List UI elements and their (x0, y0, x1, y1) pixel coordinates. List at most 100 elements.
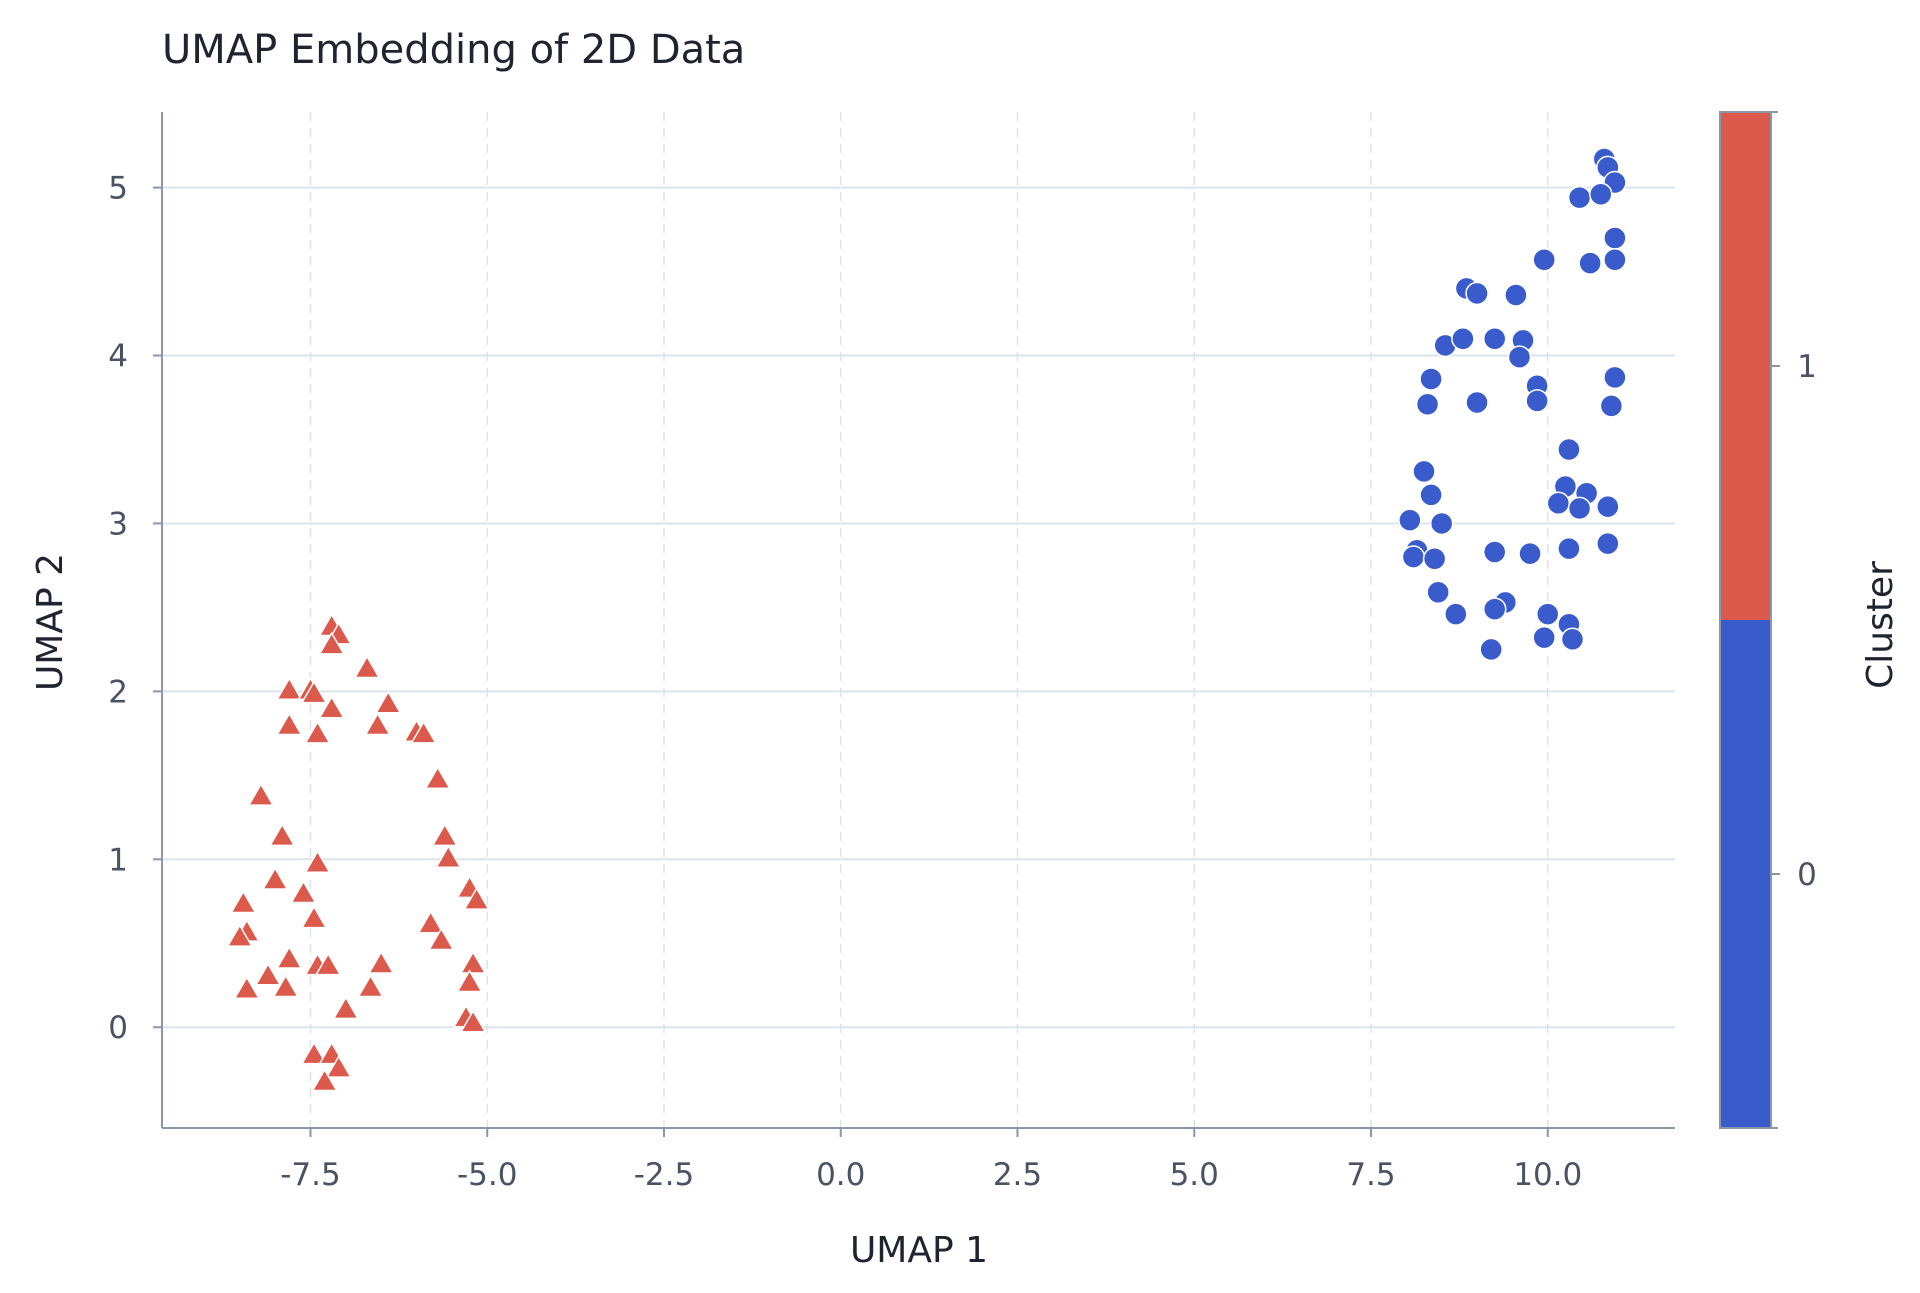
circle-point (1398, 508, 1422, 532)
circle-point (1422, 546, 1447, 571)
colorbar-frame (1719, 111, 1772, 1129)
y-tick-label: 4 (108, 339, 128, 375)
circle-point (1465, 281, 1489, 306)
x-axis-label: UMAP 1 (850, 1230, 988, 1271)
triangle-point (459, 950, 487, 974)
circle-point (1429, 511, 1454, 536)
circle-point (1578, 251, 1602, 275)
circle-point (1596, 531, 1620, 556)
triangle-point (261, 866, 289, 890)
triangle-point (233, 975, 261, 999)
circle-point (1532, 625, 1556, 650)
circle-point (1603, 248, 1627, 272)
circle-point (1525, 389, 1549, 413)
circle-point (1415, 392, 1440, 416)
triangle-point (410, 720, 437, 744)
triangle-point (290, 880, 317, 904)
circle-point (1596, 494, 1620, 519)
circle-point (1532, 248, 1556, 272)
triangle-point (272, 974, 300, 998)
circle-point (1401, 545, 1426, 569)
circle-point (1419, 367, 1443, 391)
triangle-point (357, 974, 384, 998)
data-points (226, 147, 1627, 1092)
x-tick-label: 0.0 (816, 1157, 865, 1193)
colorbar-label: Cluster (1860, 561, 1901, 689)
circle-point (1444, 602, 1468, 626)
chart-title: UMAP Embedding of 2D Data (162, 27, 745, 73)
x-tick-label: 5.0 (1170, 1157, 1219, 1193)
triangle-point (325, 1054, 353, 1078)
axes: -7.5 -5.0 -2.5 0.0 2.5 5.0 7.5 10.0 0 1 2 3 4 5 (108, 112, 1675, 1193)
colorbar-segment-cluster-0 (1720, 620, 1771, 1128)
circle-point (1603, 365, 1627, 390)
triangle-point (311, 1068, 338, 1092)
triangle-point (314, 952, 342, 976)
circle-point (1603, 226, 1627, 250)
circle-point (1567, 496, 1592, 521)
triangle-point (275, 676, 303, 701)
colorbar-tick-label: 0 (1797, 857, 1817, 893)
triangle-point (435, 844, 462, 868)
circle-point (1535, 602, 1560, 626)
triangle-point (364, 712, 391, 736)
triangle-point (268, 823, 296, 847)
triangle-point (318, 631, 345, 655)
circle-point (1557, 536, 1581, 561)
triangle-point (300, 680, 328, 704)
circle-point (1412, 459, 1436, 484)
circle-point (1589, 182, 1613, 207)
triangle-point (456, 969, 483, 993)
triangle-point (424, 765, 452, 790)
x-tick-label: 7.5 (1346, 1157, 1395, 1193)
triangle-point (431, 823, 459, 847)
circle-point (1465, 390, 1489, 415)
circle-point (1560, 627, 1585, 652)
triangle-point (254, 962, 282, 986)
triangle-point (226, 923, 254, 947)
triangle-point (300, 905, 328, 929)
colorbar-tick-label: 1 (1797, 349, 1817, 385)
triangle-point (275, 712, 303, 736)
circle-point (1546, 491, 1571, 516)
triangle-point (367, 950, 395, 974)
colorbar: 01 (1719, 111, 1817, 1129)
circle-point (1557, 437, 1581, 462)
circle-point (1426, 580, 1450, 605)
circle-point (1419, 483, 1443, 507)
triangle-point (427, 927, 455, 951)
triangle-point (304, 720, 331, 744)
triangle-point (417, 910, 444, 934)
triangle-point (374, 690, 402, 714)
y-tick-label: 1 (108, 842, 128, 878)
x-tick-label: -5.0 (457, 1157, 518, 1193)
circle-point (1507, 345, 1532, 369)
grid-lines (162, 112, 1675, 1128)
circle-point (1504, 283, 1528, 307)
circle-point (1482, 326, 1507, 351)
triangle-point (275, 945, 303, 969)
triangle-point (300, 1041, 328, 1065)
x-tick-label: 2.5 (993, 1157, 1042, 1193)
triangle-point (353, 655, 381, 679)
y-tick-label: 2 (108, 674, 128, 710)
y-tick-label: 5 (108, 171, 128, 207)
circle-point (1479, 637, 1503, 662)
circle-point (1599, 394, 1624, 418)
triangle-point (230, 890, 257, 914)
y-axis-label: UMAP 2 (30, 553, 71, 691)
y-tick-label: 3 (108, 506, 128, 542)
triangle-point (332, 996, 360, 1020)
triangle-point (304, 849, 331, 873)
x-tick-label: -7.5 (280, 1157, 341, 1193)
triangle-point (247, 782, 275, 806)
circle-point (1482, 540, 1507, 564)
circle-point (1482, 597, 1507, 621)
triangle-point (459, 1009, 487, 1033)
y-tick-label: 0 (108, 1010, 128, 1046)
circle-point (1518, 541, 1542, 566)
triangle-point (463, 886, 490, 910)
colorbar-segment-cluster-1 (1720, 112, 1771, 620)
triangle-point (318, 695, 345, 719)
